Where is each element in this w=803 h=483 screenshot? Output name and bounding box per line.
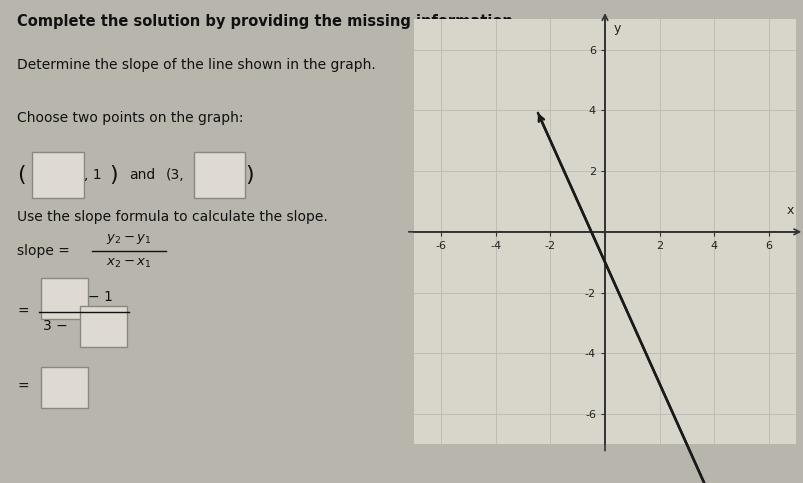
Text: Complete the solution by providing the missing information.: Complete the solution by providing the m… xyxy=(17,14,518,29)
Text: $y_2 - y_1$: $y_2 - y_1$ xyxy=(106,232,152,246)
Text: − 1: − 1 xyxy=(88,290,113,304)
Text: =: = xyxy=(17,305,29,318)
FancyBboxPatch shape xyxy=(79,306,127,347)
Text: slope =: slope = xyxy=(17,244,70,258)
Text: x: x xyxy=(786,204,793,217)
Text: (3,: (3, xyxy=(165,168,184,182)
FancyBboxPatch shape xyxy=(32,152,84,198)
Text: =: = xyxy=(17,380,29,393)
FancyBboxPatch shape xyxy=(194,152,245,198)
FancyBboxPatch shape xyxy=(41,367,88,408)
Text: y: y xyxy=(613,22,620,35)
Text: , 1: , 1 xyxy=(84,168,101,182)
Text: (: ( xyxy=(17,165,26,185)
FancyBboxPatch shape xyxy=(41,278,88,319)
Text: and: and xyxy=(129,168,155,182)
Text: $x_2 - x_1$: $x_2 - x_1$ xyxy=(106,256,152,270)
Text: ): ) xyxy=(109,165,118,185)
Text: Choose two points on the graph:: Choose two points on the graph: xyxy=(17,111,243,125)
Text: Determine the slope of the line shown in the graph.: Determine the slope of the line shown in… xyxy=(17,58,376,72)
Text: 3 −: 3 − xyxy=(43,319,67,333)
Text: Use the slope formula to calculate the slope.: Use the slope formula to calculate the s… xyxy=(17,210,328,224)
Text: ): ) xyxy=(245,165,254,185)
